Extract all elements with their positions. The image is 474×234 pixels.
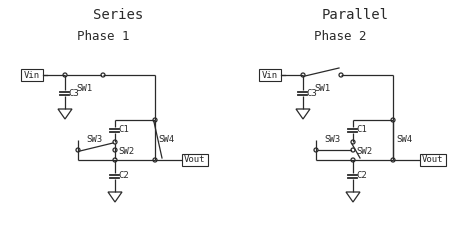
Text: C1: C1 (118, 125, 129, 135)
Text: Parallel: Parallel (322, 8, 389, 22)
Text: SW2: SW2 (118, 146, 134, 156)
Text: C3: C3 (68, 88, 79, 98)
FancyBboxPatch shape (420, 154, 446, 166)
Text: Phase 1: Phase 1 (77, 30, 130, 43)
Text: SW3: SW3 (86, 135, 102, 144)
Text: Vout: Vout (184, 156, 206, 165)
Text: SW4: SW4 (396, 135, 412, 145)
Text: Vin: Vin (24, 70, 40, 80)
Text: C3: C3 (306, 88, 317, 98)
Text: SW1: SW1 (314, 84, 330, 93)
Text: SW2: SW2 (356, 146, 372, 156)
Text: SW4: SW4 (158, 135, 174, 145)
Text: Vout: Vout (422, 156, 444, 165)
Text: C2: C2 (356, 172, 367, 180)
Text: Series: Series (93, 8, 144, 22)
FancyBboxPatch shape (182, 154, 208, 166)
Text: Phase 2: Phase 2 (314, 30, 367, 43)
FancyBboxPatch shape (21, 69, 43, 81)
Text: C2: C2 (118, 172, 129, 180)
Text: C1: C1 (356, 125, 367, 135)
Text: Vin: Vin (262, 70, 278, 80)
Text: SW3: SW3 (324, 135, 340, 144)
Text: SW1: SW1 (76, 84, 92, 93)
FancyBboxPatch shape (259, 69, 281, 81)
